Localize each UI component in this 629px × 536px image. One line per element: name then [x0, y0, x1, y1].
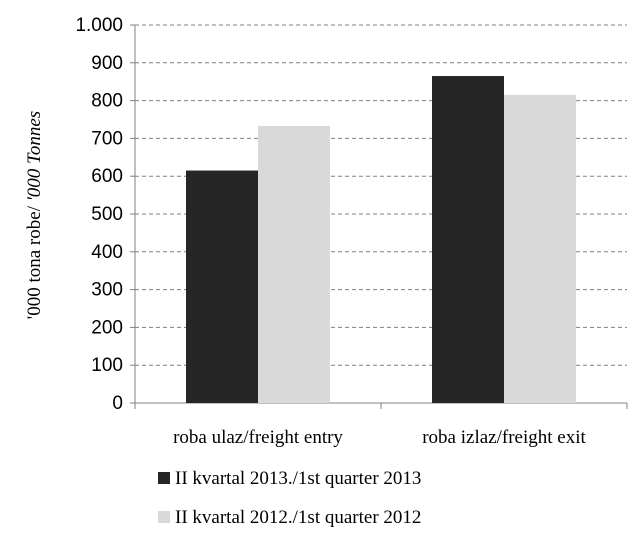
y-tick-label: 300 [91, 280, 123, 301]
bar-2013-1 [432, 76, 504, 403]
y-tick-label: 1.000 [75, 15, 123, 36]
y-axis-title: '000 tona robe/ '000 Tonnes [24, 111, 45, 319]
y-tick-label: 800 [91, 91, 123, 112]
y-tick-label: 600 [91, 166, 123, 187]
x-category-label: roba izlaz/freight exit [422, 427, 586, 448]
y-tick-label: 500 [91, 204, 123, 225]
x-axis-labels: roba ulaz/freight entry roba izlaz/freigh… [173, 427, 586, 448]
y-tick-label: 700 [91, 128, 123, 149]
bar-2013-0 [186, 170, 258, 403]
y-axis-title-plain: '000 tona robe/ [24, 201, 45, 319]
legend: II kvartal 2013./1st quarter 2013 II kvar… [158, 468, 421, 528]
legend-swatch [158, 472, 170, 484]
bars [186, 76, 576, 404]
y-tick-label: 900 [91, 53, 123, 74]
x-category-label: roba ulaz/freight entry [173, 427, 343, 448]
y-tick-label: 200 [91, 317, 123, 338]
y-axis-title-italic: '000 Tonnes [24, 111, 45, 201]
y-axis-ticks: 0 100 200 300 400 500 600 700 800 900 1.000 [75, 15, 135, 414]
bar-2012-1 [504, 94, 576, 404]
y-tick-label: 0 [112, 393, 123, 414]
bar-2012-0 [258, 125, 330, 404]
y-tick-label: 100 [91, 355, 123, 376]
legend-swatch [158, 511, 170, 523]
legend-entry: II kvartal 2012./1st quarter 2012 [175, 507, 421, 528]
legend-entry: II kvartal 2013./1st quarter 2013 [175, 468, 421, 489]
y-tick-label: 400 [91, 242, 123, 263]
